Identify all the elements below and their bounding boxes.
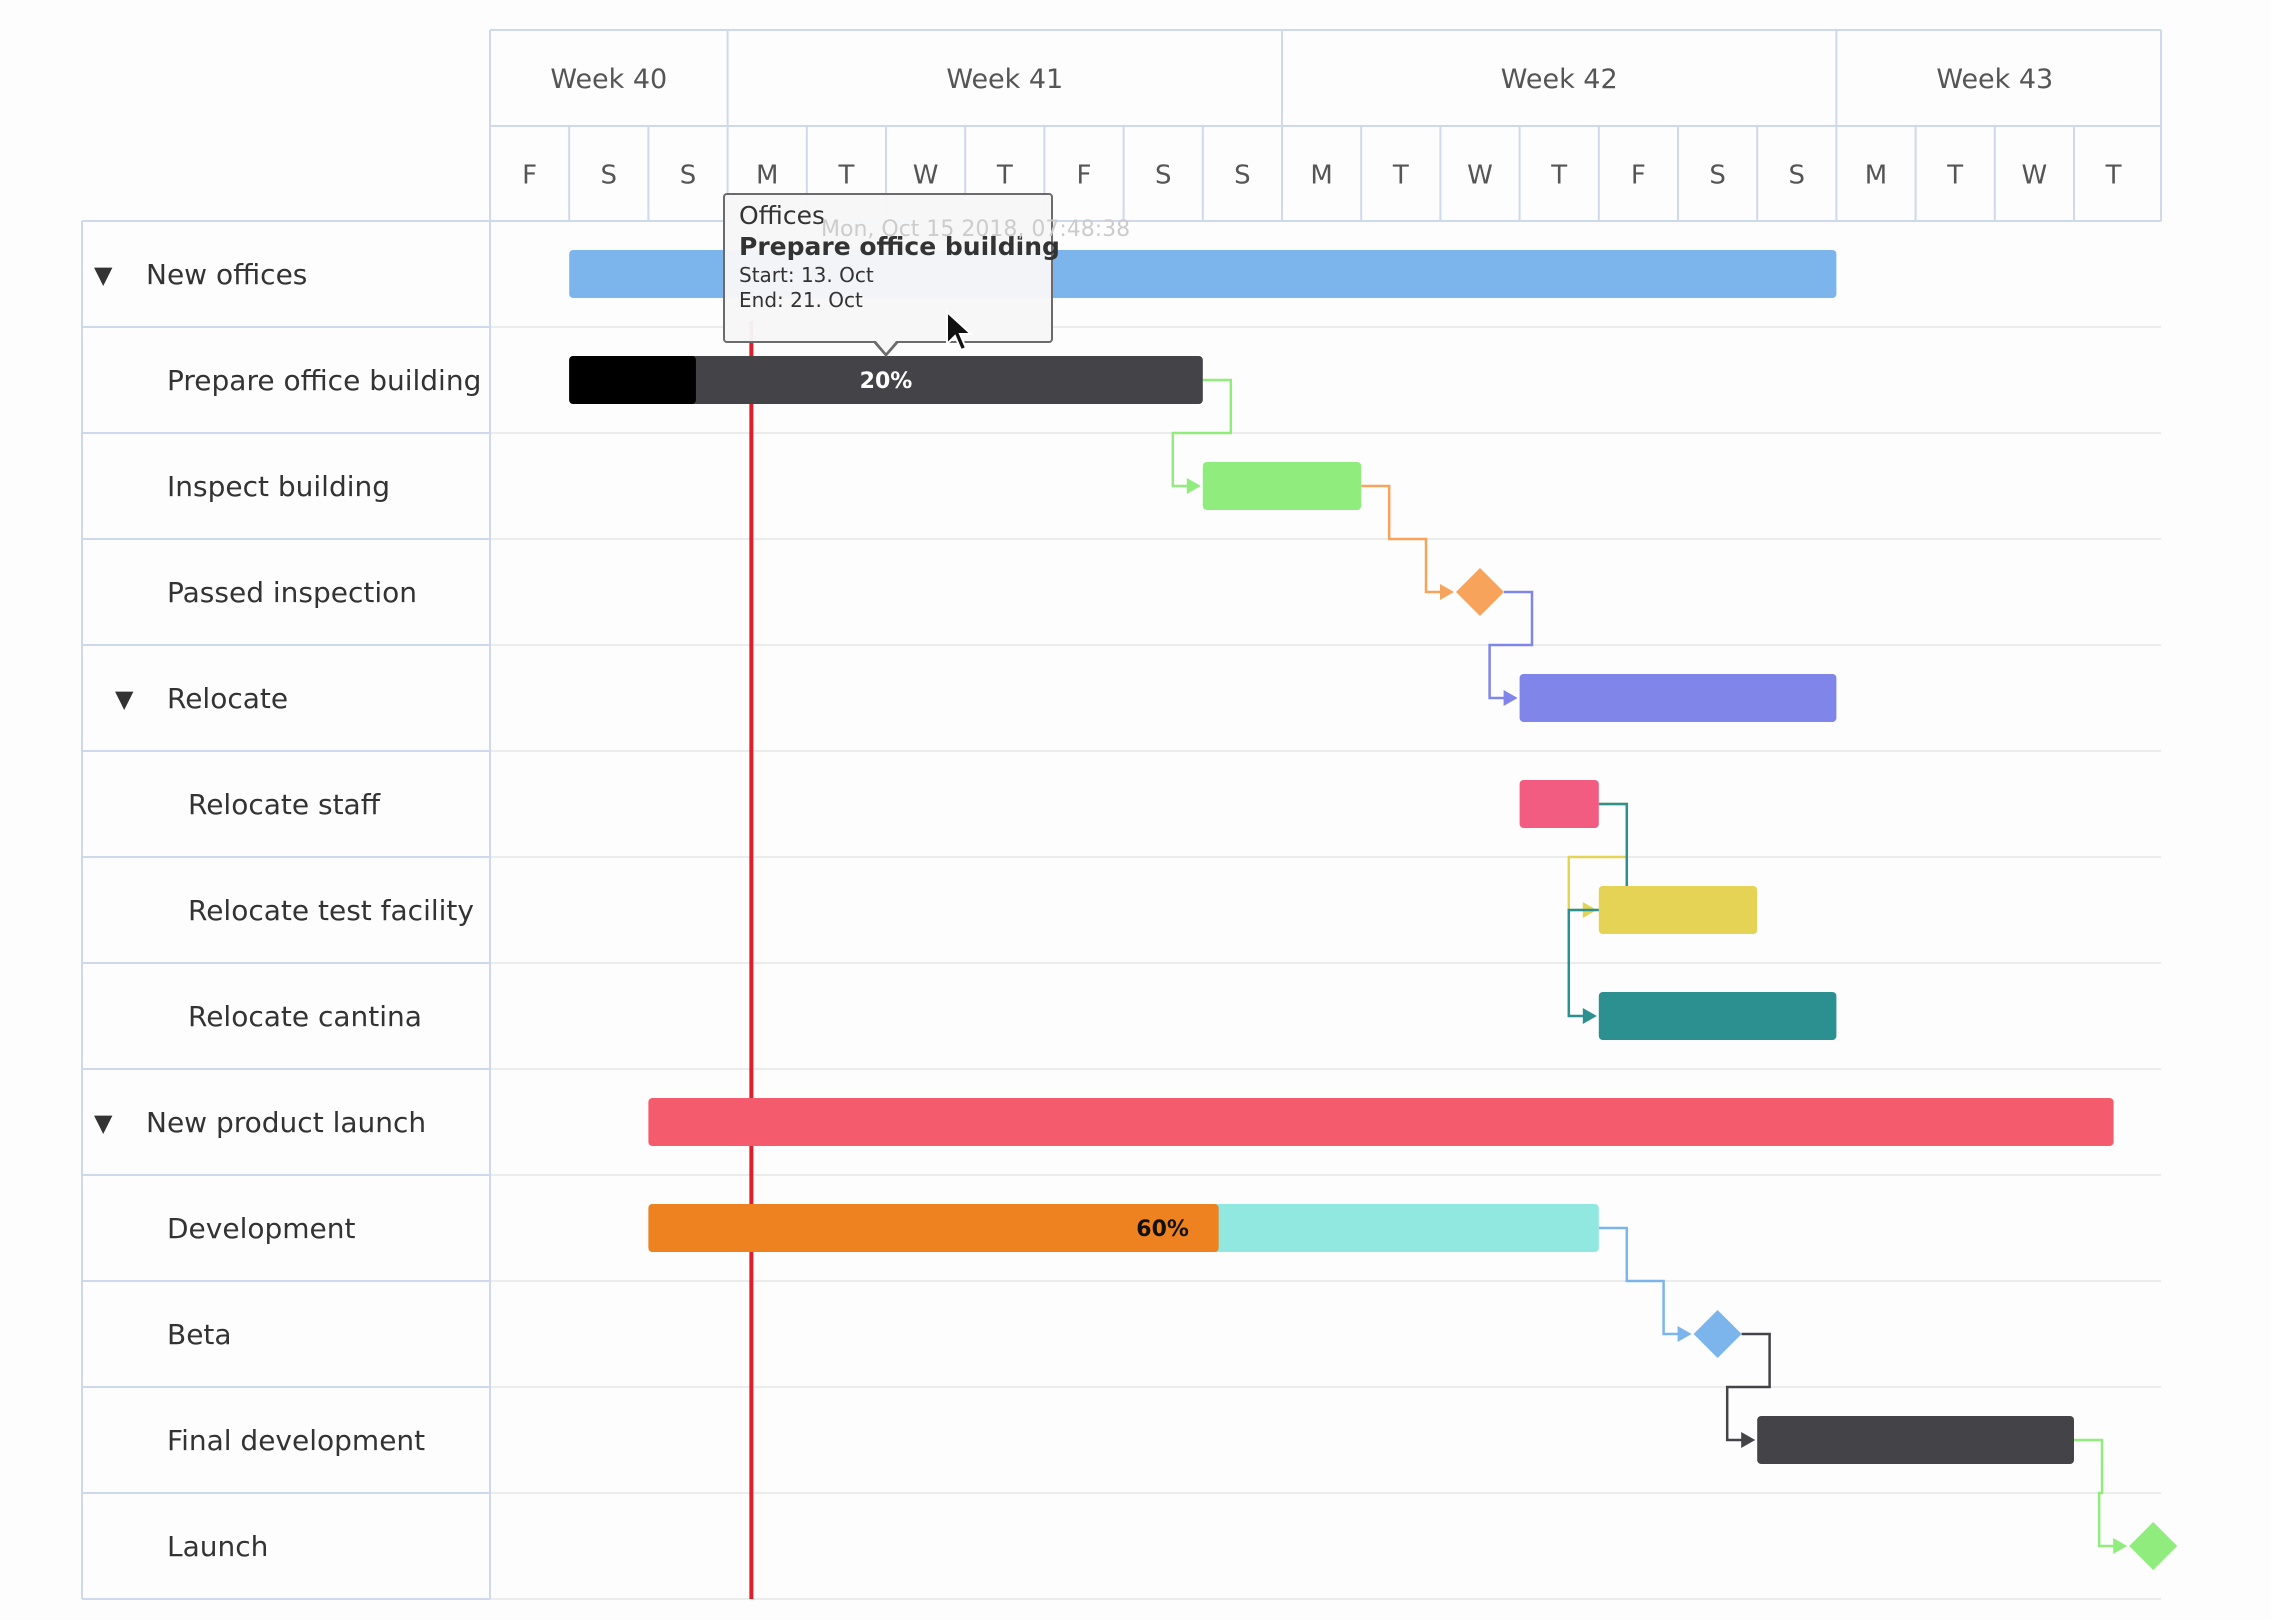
tooltip-end: End: 21. Oct bbox=[739, 288, 863, 312]
task-label-relocate[interactable]: Relocate bbox=[167, 682, 288, 715]
day-label: M bbox=[1310, 161, 1332, 191]
day-label: F bbox=[522, 161, 537, 191]
task-label-new-product-launch[interactable]: New product launch bbox=[146, 1106, 426, 1139]
day-label: S bbox=[1709, 161, 1726, 191]
dependency-line bbox=[2074, 1438, 2116, 1548]
tooltip-pointer-inner bbox=[875, 340, 897, 353]
day-label: S bbox=[1155, 161, 1172, 191]
milestone-passed-inspection[interactable] bbox=[1456, 568, 1504, 616]
dependency-arrow bbox=[2113, 1538, 2128, 1554]
mouse-cursor-icon bbox=[946, 310, 974, 352]
day-label: W bbox=[1467, 161, 1493, 191]
dependency-line bbox=[1488, 590, 1534, 700]
milestone-beta[interactable] bbox=[1693, 1310, 1742, 1358]
day-label: S bbox=[680, 161, 697, 191]
dependency-arrow bbox=[1186, 478, 1201, 494]
day-label: T bbox=[1392, 161, 1409, 191]
task-bar-prepare-office-building[interactable] bbox=[569, 356, 1203, 404]
tooltip-header: Offices bbox=[739, 201, 825, 230]
day-label: T bbox=[837, 161, 854, 191]
task-bar-relocate-cantina[interactable] bbox=[1598, 992, 1837, 1040]
collapse-triangle-icon[interactable]: ▼ bbox=[94, 261, 113, 289]
task-label-final-development[interactable]: Final development bbox=[167, 1424, 425, 1457]
task-label-relocate-cantina[interactable]: Relocate cantina bbox=[188, 1000, 422, 1033]
task-label-prepare-office-building[interactable]: Prepare office building bbox=[167, 364, 481, 397]
task-bar-final-development[interactable] bbox=[1757, 1416, 2074, 1464]
task-bars: 20% 60% bbox=[569, 250, 2178, 1570]
dependency-arrow bbox=[1503, 690, 1518, 706]
dependency-arrow bbox=[1741, 1432, 1756, 1448]
collapse-triangle-icon[interactable]: ▼ bbox=[115, 685, 134, 713]
milestone-launch[interactable] bbox=[2129, 1522, 2178, 1570]
task-progress-development bbox=[648, 1204, 1219, 1252]
day-label: T bbox=[1946, 161, 1963, 191]
tooltip-task-name: Prepare office building bbox=[739, 232, 1060, 261]
grid bbox=[81, 220, 2161, 1600]
tooltip-time: Mon, Oct 15 2018, 07:48:38 bbox=[821, 217, 1131, 242]
day-label: M bbox=[756, 161, 778, 191]
task-bar-relocate[interactable] bbox=[1519, 674, 1837, 722]
day-label: S bbox=[601, 161, 618, 191]
task-labels: ▼ New offices Prepare office building Inspe… bbox=[94, 258, 481, 1563]
day-label: T bbox=[2105, 161, 2122, 191]
dependency-line bbox=[1361, 484, 1442, 594]
day-label: W bbox=[913, 161, 939, 191]
task-tooltip: Offices Mon, Oct 15 2018, 07:48:38 Prepa… bbox=[723, 193, 1130, 357]
task-label-beta[interactable]: Beta bbox=[167, 1318, 232, 1351]
task-bar-relocate-test-facility[interactable] bbox=[1598, 886, 1758, 934]
dependency-line bbox=[1171, 378, 1233, 488]
dependency-arrow bbox=[1677, 1326, 1692, 1342]
task-bar-new-product-launch[interactable] bbox=[648, 1098, 2114, 1146]
day-label: T bbox=[1550, 161, 1567, 191]
task-label-launch[interactable]: Launch bbox=[167, 1530, 268, 1563]
tooltip-start: Start: 13. Oct bbox=[739, 263, 874, 287]
dependency-lines bbox=[1171, 378, 2128, 1554]
task-label-inspect-building[interactable]: Inspect building bbox=[167, 470, 390, 503]
progress-label-prepare-office-building: 20% bbox=[860, 369, 913, 394]
day-label: F bbox=[1631, 161, 1646, 191]
week-label: Week 41 bbox=[946, 64, 1063, 95]
day-label: S bbox=[1789, 161, 1806, 191]
task-bar-relocate-staff[interactable] bbox=[1519, 780, 1599, 828]
task-label-relocate-test-facility[interactable]: Relocate test facility bbox=[188, 894, 474, 927]
day-label: S bbox=[1234, 161, 1251, 191]
day-label: T bbox=[996, 161, 1013, 191]
task-label-relocate-staff[interactable]: Relocate staff bbox=[188, 788, 381, 821]
task-progress-prepare-office-building bbox=[569, 356, 696, 404]
week-label: Week 42 bbox=[1501, 64, 1618, 95]
task-bar-inspect-building[interactable] bbox=[1202, 462, 1362, 510]
dependency-line bbox=[1725, 1332, 1771, 1442]
task-label-passed-inspection[interactable]: Passed inspection bbox=[167, 576, 417, 609]
task-label-development[interactable]: Development bbox=[167, 1212, 356, 1245]
task-label-new-offices[interactable]: New offices bbox=[146, 258, 307, 291]
day-label: M bbox=[1865, 161, 1887, 191]
dependency-line bbox=[1598, 1226, 1680, 1336]
dependency-arrow bbox=[1582, 1008, 1597, 1024]
progress-label-development: 60% bbox=[1136, 1217, 1189, 1242]
week-label: Week 40 bbox=[550, 64, 667, 95]
dependency-arrow bbox=[1440, 584, 1454, 600]
day-label: F bbox=[1077, 161, 1092, 191]
dependency-line bbox=[1567, 802, 1629, 1018]
collapse-triangle-icon[interactable]: ▼ bbox=[94, 1109, 113, 1137]
day-label: W bbox=[2022, 161, 2048, 191]
week-label: Week 43 bbox=[1936, 64, 2053, 95]
